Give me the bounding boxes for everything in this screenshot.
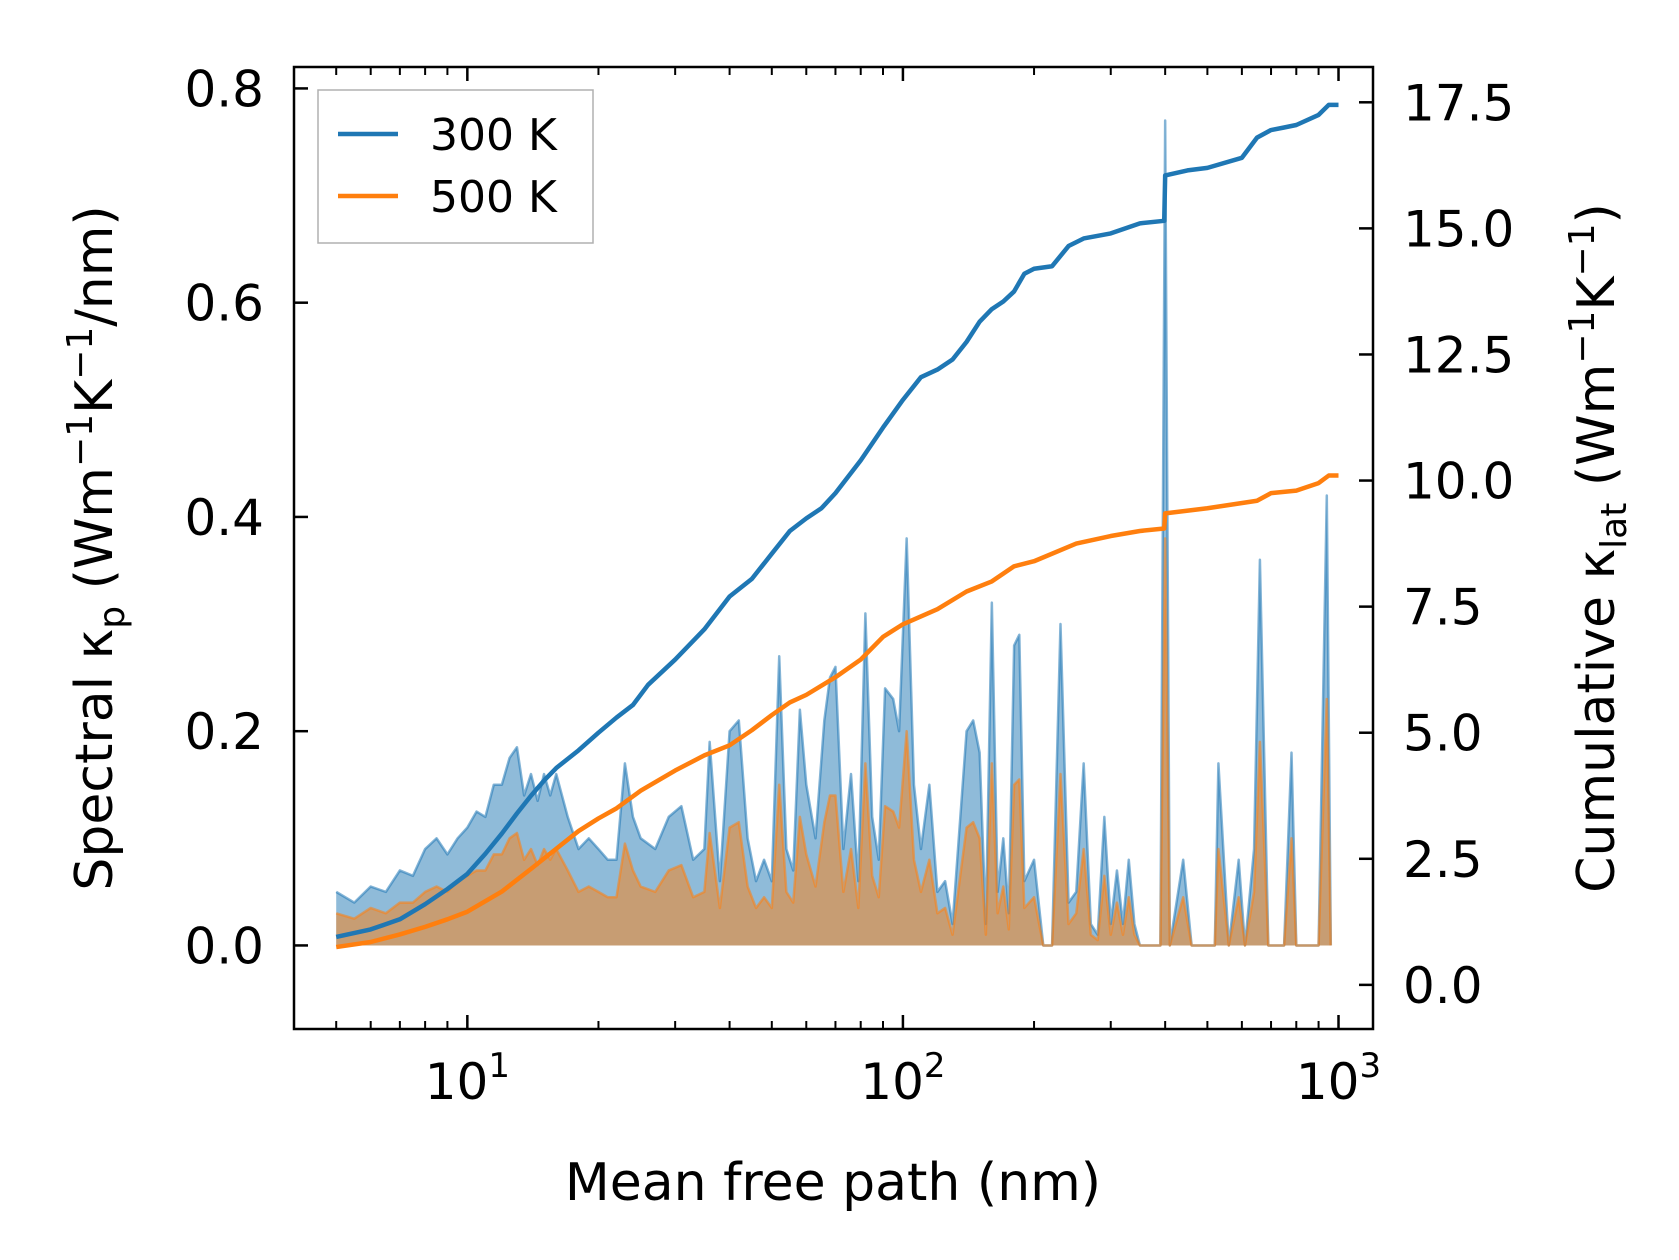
right-axis-ticks: 0.0 2.5 5.0 7.5 10.0 12.5 15.0 17.5 [1359,74,1514,1015]
x-tick-label-base: 10 [860,1053,924,1111]
spectral-area-500k [336,538,1331,946]
legend-label-300k: 300 K [430,110,558,161]
x-axis-ticks: 101 102 103 [335,67,1381,1111]
right-axis-label-units-b: K [1567,275,1627,311]
left-axis-label: Spectral κp (Wm−1K−1/nm) [60,205,133,890]
y-right-tick-label: 15.0 [1403,200,1514,258]
x-tick-label: 101 [425,1046,510,1111]
spectral-area-300k [336,120,1331,946]
left-axis-label-units-b: K [65,378,125,414]
y-right-tick-label: 2.5 [1403,831,1483,889]
right-axis-label-exp2: −1 [1562,223,1603,276]
y-right-tick-label: 5.0 [1403,705,1483,763]
y-right-tick-label: 17.5 [1403,74,1514,132]
right-axis-label-units-c: ) [1567,203,1627,223]
y-left-tick-label: 0.8 [184,60,264,118]
cumulative-line-500k [335,473,1339,950]
x-tick-label-base: 10 [425,1053,489,1111]
x-tick-label: 102 [860,1046,945,1111]
y-left-tick-label: 0.0 [184,917,264,975]
left-axis-label-sub: p [92,606,133,629]
y-left-tick-label: 0.2 [184,703,264,761]
legend-box [317,89,594,244]
left-axis-label-exp2: −1 [60,327,101,380]
y-right-tick-label: 7.5 [1403,579,1483,637]
x-axis-label: Mean free path (nm) [565,1153,1101,1213]
cumulative-line-300k [335,102,1339,940]
right-axis-label-exp1: −1 [1562,311,1603,364]
y-left-tick-label: 0.6 [184,275,264,333]
x-tick-label-base: 10 [1296,1053,1360,1111]
x-tick-label: 103 [1296,1046,1381,1111]
left-axis-label-exp1: −1 [60,414,101,467]
right-axis-label-main: Cumulative [1567,579,1627,892]
legend-label-500k: 500 K [430,172,558,223]
left-axis-label-kappa: κ [65,629,125,660]
x-tick-label-exp: 2 [924,1046,946,1086]
left-axis-ticks: 0.0 0.2 0.4 0.6 0.8 [184,60,308,975]
right-axis-label-units-a: (Wm [1567,364,1627,503]
legend: 300 K 500 K [317,89,594,244]
right-axis-label: Cumulative κlat (Wm−1K−1) [1562,203,1635,893]
left-axis-label-main: Spectral [65,659,125,890]
left-axis-label-units-c: /nm) [65,205,125,326]
y-right-tick-label: 10.0 [1403,453,1514,511]
x-tick-label-exp: 1 [488,1046,510,1086]
left-axis-label-units-a: (Wm [65,467,125,606]
cumulative-layer [335,102,1339,950]
right-axis-label-sub: lat [1594,503,1635,549]
y-right-tick-label: 0.0 [1403,957,1483,1015]
y-right-tick-label: 12.5 [1403,326,1514,384]
x-tick-label-exp: 3 [1360,1046,1382,1086]
y-left-tick-label: 0.4 [184,489,264,547]
plot-frame [292,65,1375,1031]
right-axis-label-kappa: κ [1567,549,1627,580]
